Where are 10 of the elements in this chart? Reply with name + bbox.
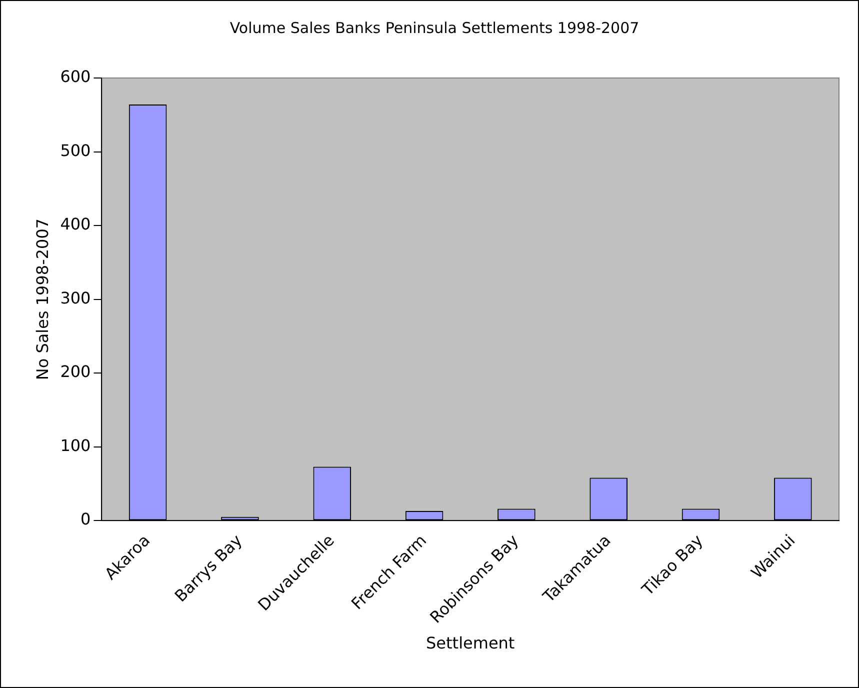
y-tick-label: 100 bbox=[60, 436, 91, 455]
x-axis-title: Settlement bbox=[426, 634, 515, 653]
y-tick-label: 500 bbox=[60, 140, 91, 160]
chart-title: Volume Sales Banks Peninsula Settlements 1998-2007 bbox=[230, 18, 640, 37]
y-axis-title: No Sales 1998-2007 bbox=[32, 218, 52, 380]
y-tick-label: 300 bbox=[60, 288, 91, 308]
y-tick-label: 600 bbox=[60, 67, 91, 86]
y-tick-label: 0 bbox=[80, 510, 91, 529]
y-tick-label: 400 bbox=[60, 214, 91, 234]
y-tick-label: 200 bbox=[60, 362, 91, 382]
